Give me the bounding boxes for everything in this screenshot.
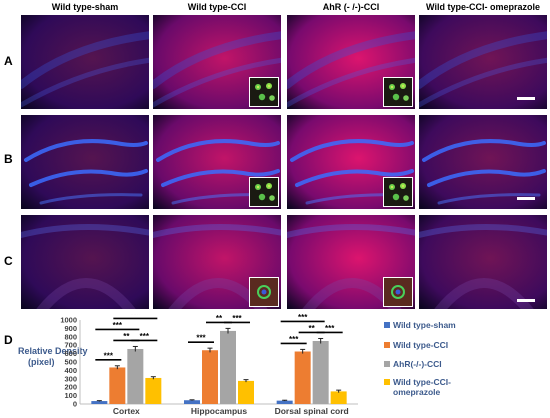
legend-swatch <box>384 322 390 328</box>
y-tick-label: 200 <box>64 383 77 392</box>
bar <box>145 377 162 404</box>
micrograph-b-omeprazole <box>418 114 548 210</box>
row-label-c: C <box>4 254 13 268</box>
significance-label: *** <box>298 314 308 322</box>
legend-label: AhR(-/-)-CCI <box>393 359 442 369</box>
micrograph-c-omeprazole <box>418 214 548 310</box>
column-header-wt-cci: Wild type-CCI <box>187 2 247 12</box>
significance-label: *** <box>131 314 141 319</box>
micrograph-a-ahr-cci <box>286 14 416 110</box>
legend-item: Wild type-CCI- omeprazole <box>384 377 451 397</box>
bar <box>312 341 329 404</box>
y-tick-label: 900 <box>64 324 77 333</box>
micrograph-c-wt-cci <box>152 214 282 310</box>
category-label: Hippocampus <box>191 406 247 416</box>
scale-bar <box>517 197 535 200</box>
micrograph-a-wt-cci <box>152 14 282 110</box>
micrograph-b-ahr-cci <box>286 114 416 210</box>
bar <box>202 350 218 404</box>
micrograph-c-ahr-cci <box>286 214 416 310</box>
y-tick-label: 600 <box>64 349 77 358</box>
bar <box>238 380 254 404</box>
micrograph-b-sham <box>20 114 150 210</box>
legend-swatch <box>384 361 390 367</box>
micrograph-a-sham <box>20 14 150 110</box>
column-header-sham: Wild type-sham <box>51 2 119 12</box>
significance-label: ** <box>123 332 130 341</box>
significance-label: *** <box>113 321 123 330</box>
significance-label: *** <box>289 335 299 344</box>
legend-item: Wild type-CCI <box>384 340 448 350</box>
column-header-ahr-cci: AhR (- /-)-CCI <box>322 2 380 12</box>
significance-label: *** <box>140 332 150 341</box>
row-label-a: A <box>4 54 13 68</box>
micrograph-c-sham <box>20 214 150 310</box>
y-tick-label: 700 <box>64 341 77 350</box>
scale-bar <box>517 299 535 302</box>
inset-magnified-icon <box>249 77 279 107</box>
bar <box>220 330 236 404</box>
legend-item: AhR(-/-)-CCI <box>384 359 442 369</box>
bar <box>294 351 311 404</box>
panel-d-label: D <box>4 333 13 347</box>
significance-label: *** <box>196 334 206 343</box>
bar <box>276 400 293 404</box>
significance-label: *** <box>104 351 114 360</box>
legend-label: Wild type-CCI <box>393 340 449 350</box>
legend-label: Wild type-CCI- omeprazole <box>393 377 452 397</box>
micrograph-b-wt-cci <box>152 114 282 210</box>
y-axis-label: Relative Density (pixel) <box>18 346 88 367</box>
row-label-b: B <box>4 152 13 166</box>
legend-item: Wild type-sham <box>384 320 456 330</box>
category-label: Dorsal spinal cord <box>275 406 349 416</box>
scale-bar <box>517 97 535 100</box>
bar <box>127 348 144 404</box>
inset-magnified-icon <box>383 277 413 307</box>
y-tick-label: 800 <box>64 332 77 341</box>
relative-density-bar-chart: Relative Density (pixel) 01002003004005006… <box>18 314 358 416</box>
y-tick-label: 300 <box>64 374 77 383</box>
significance-label: *** <box>325 324 335 333</box>
y-tick-label: 100 <box>64 391 77 400</box>
legend-label: Wild type-sham <box>393 320 456 330</box>
micrograph-a-omeprazole <box>418 14 548 110</box>
y-tick-label: 1000 <box>60 316 77 325</box>
inset-magnified-icon <box>249 177 279 207</box>
column-header-omeprazole: Wild type-CCI- omeprazole <box>426 2 540 12</box>
bar <box>91 401 108 404</box>
significance-label: ** <box>216 314 223 323</box>
y-tick-label: 400 <box>64 366 77 375</box>
bar <box>109 367 126 404</box>
significance-label: ** <box>309 324 316 333</box>
legend-swatch <box>384 342 390 348</box>
inset-magnified-icon <box>383 177 413 207</box>
bar <box>330 391 347 404</box>
inset-magnified-icon <box>383 77 413 107</box>
significance-label: *** <box>232 314 242 323</box>
inset-magnified-icon <box>249 277 279 307</box>
category-label: Cortex <box>113 406 140 416</box>
y-tick-label: 0 <box>73 400 77 409</box>
bar <box>184 400 200 404</box>
y-tick-label: 500 <box>64 358 77 367</box>
legend-swatch <box>384 379 390 385</box>
